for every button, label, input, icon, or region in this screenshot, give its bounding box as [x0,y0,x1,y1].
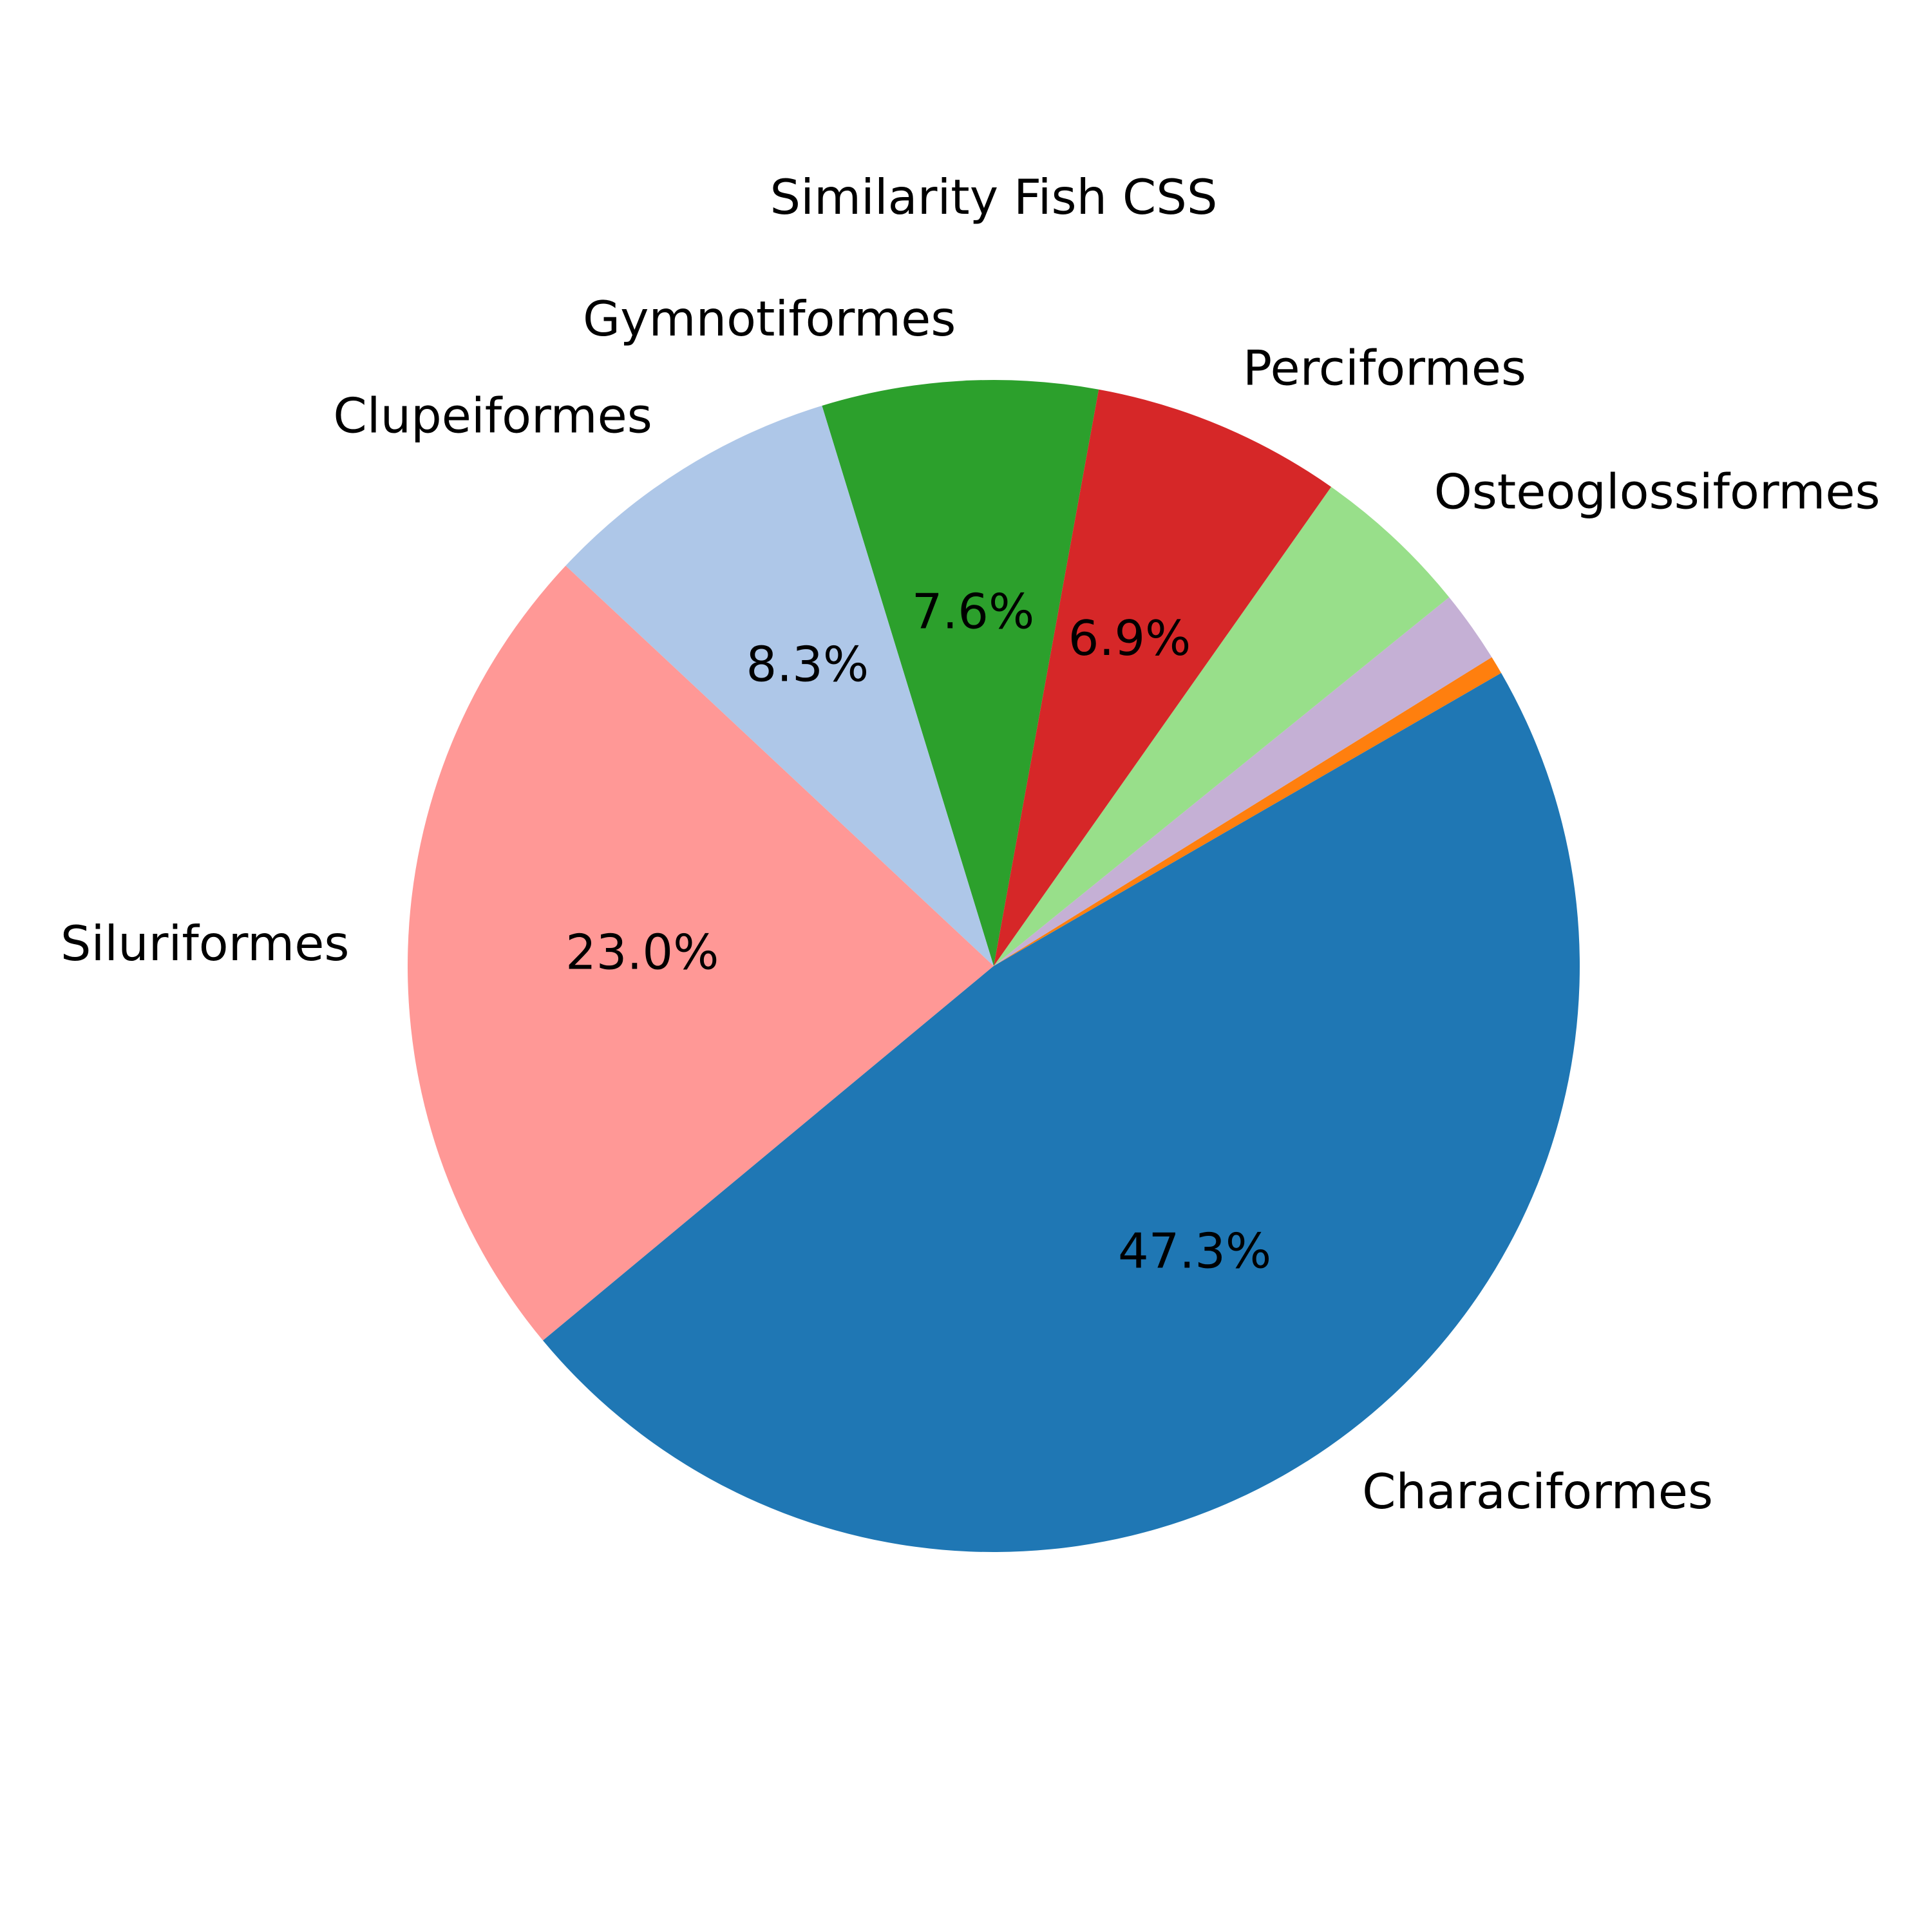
slice-pct-perciformes: 6.9% [1068,610,1191,667]
slice-pct-characiformes: 47.3% [1118,1223,1271,1280]
slice-label-characiformes: Characiformes [1362,1463,1713,1520]
slice-label-gymnotiformes: Gymnotiformes [583,290,956,347]
slice-pct-siluriformes: 23.0% [565,923,719,980]
pie-slice-perciformes [994,389,1332,966]
slice-pct-gymnotiformes: 7.6% [912,583,1035,639]
pie-slice-osteoglossiformes [994,487,1450,966]
pie-slice-unlabeled-1 [994,597,1492,966]
pie-labels: Osteoglossiformes Perciformes 6.9% Gymnotif… [61,290,1880,1520]
pie-slice-siluriformes [407,565,994,1341]
slice-label-siluriformes: Siluriformes [61,915,350,972]
pie-slice-unlabeled-0 [994,657,1502,966]
pie-slice-gymnotiformes [822,380,1099,966]
chart-title: Similarity Fish CSS [770,169,1218,225]
pie-slice-characiformes [543,673,1580,1553]
slice-label-perciformes: Perciformes [1243,339,1526,396]
slice-label-osteoglossiformes: Osteoglossiformes [1434,463,1880,520]
pie-slice-clupeiformes [565,405,994,966]
slice-label-clupeiformes: Clupeiformes [333,387,652,444]
slice-pct-clupeiformes: 8.3% [746,636,869,692]
pie-slices [407,380,1580,1553]
